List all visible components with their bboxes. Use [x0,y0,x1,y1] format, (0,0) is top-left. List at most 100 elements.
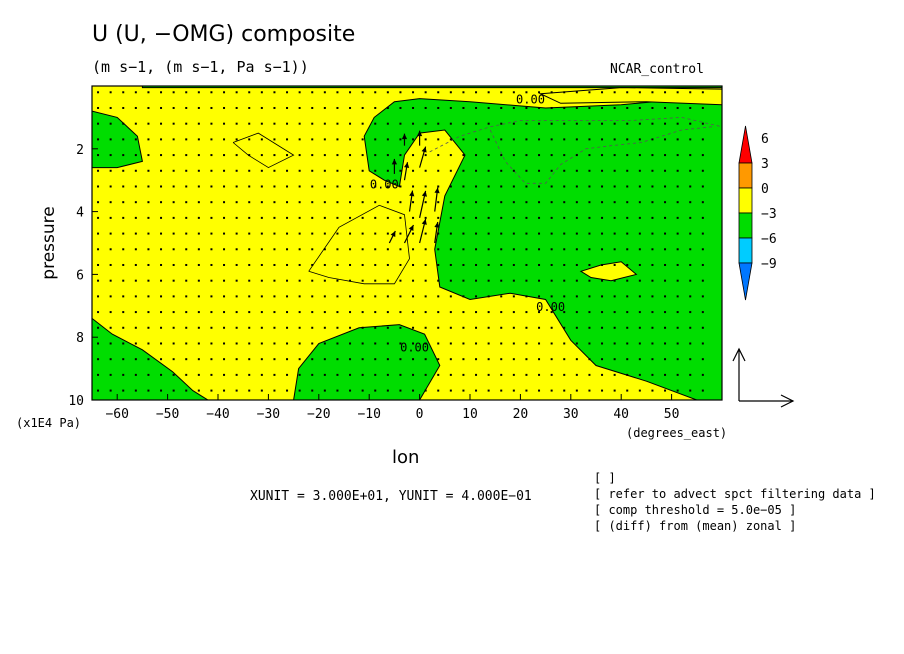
vector-dot [235,138,238,141]
vector-dot [512,263,515,266]
contour-label: 0.00 [516,93,545,107]
vector-dot [449,295,452,298]
vector-dot [475,154,478,157]
vector-dot [223,232,226,235]
vector-dot [273,216,276,219]
vector-dot [286,106,289,109]
vector-dot [160,295,163,298]
vector-dot [361,232,364,235]
vector-dot [260,169,263,172]
vector-dot [475,389,478,392]
vector-dot [525,201,528,204]
vector-dot [651,201,654,204]
vector-dot [235,106,238,109]
vector-dot [134,342,137,345]
vector-dot [462,201,465,204]
vector-dot [260,311,263,314]
vector-dot [613,373,616,376]
vector-dot [197,91,200,94]
vector-dot [323,138,326,141]
chart-subtitle: (m s−1, (m s−1, Pa s−1)) [92,58,309,76]
vector-dot [664,311,667,314]
vector-dot [424,279,427,282]
vector-dot [449,138,452,141]
vector-dot [701,326,704,329]
vector-dot [248,389,251,392]
vector-dot [386,91,389,94]
vector-dot [512,342,515,345]
vector-dot [538,358,541,361]
vector-dot [134,201,137,204]
vector-dot [638,122,641,125]
vector-dot [160,106,163,109]
vector-dot [651,91,654,94]
vector-dot [412,216,415,219]
vector-dot [525,326,528,329]
vector-dot [122,91,125,94]
vector-dot [638,248,641,251]
vector-dot [638,358,641,361]
vector-dot [563,358,566,361]
vector-dot [575,216,578,219]
vector-dot [525,311,528,314]
vector-dot [500,263,503,266]
vector-dot [676,342,679,345]
note-line: [ (diff) from (mean) zonal ] [594,519,797,533]
vector-dot [134,248,137,251]
vector-dot [651,138,654,141]
vector-dot [122,279,125,282]
vector-dot [210,201,213,204]
vector-dot [575,373,578,376]
vector-dot [298,311,301,314]
vector-dot [601,326,604,329]
vector-dot [374,248,377,251]
vector-dot [424,358,427,361]
vector-dot [638,185,641,188]
vector-dot [424,248,427,251]
vector-dot [172,201,175,204]
vector-dot [399,91,402,94]
vector-dot [399,263,402,266]
vector-dot [134,263,137,266]
vector-dot [626,295,629,298]
vector-dot [500,91,503,94]
note-line: [ refer to advect spct filtering data ] [594,487,876,501]
vector-dot [601,279,604,282]
vector-dot [701,216,704,219]
vector-dot [575,106,578,109]
vector-dot [487,122,490,125]
vector-dot [689,122,692,125]
vector-dot [223,138,226,141]
vector-dot [160,216,163,219]
vector-dot [336,232,339,235]
x-tick-label: −10 [357,407,380,422]
vector-dot [638,169,641,172]
vector-dot [701,389,704,392]
vector-dot [147,106,150,109]
vector-dot [563,169,566,172]
vector-dot [550,342,553,345]
vector-dot [575,326,578,329]
vector-dot [386,248,389,251]
vector-dot [172,295,175,298]
vector-dot [424,232,427,235]
vector-dot [424,106,427,109]
vector-dot [223,389,226,392]
vector-dot [197,106,200,109]
vector-dot [575,122,578,125]
vector-dot [248,342,251,345]
vector-dot [336,326,339,329]
vector-dot [550,201,553,204]
vector-dot [525,154,528,157]
vector-dot [449,154,452,157]
vector-dot [122,122,125,125]
vector-dot [122,169,125,172]
vector-dot [701,232,704,235]
vector-dot [651,106,654,109]
vector-dot [525,248,528,251]
vector-dot [638,91,641,94]
y-tick-label: 6 [76,268,84,283]
vector-dot [349,185,352,188]
vector-dot [260,342,263,345]
vector-dot [248,122,251,125]
